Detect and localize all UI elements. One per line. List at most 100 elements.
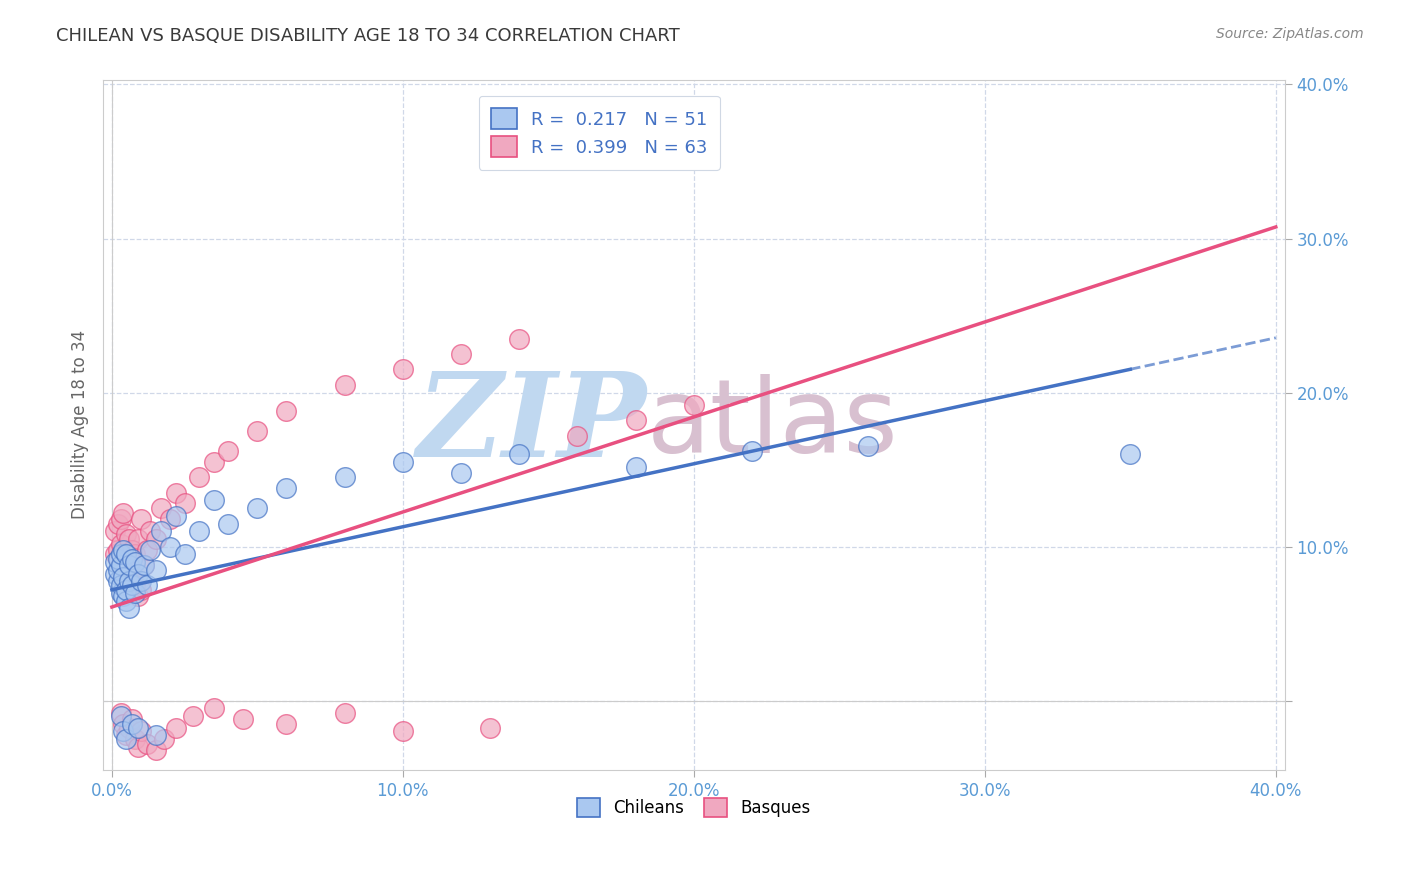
Point bbox=[118, 582, 141, 597]
Point bbox=[479, 722, 502, 736]
Point bbox=[132, 558, 155, 573]
Point bbox=[145, 532, 167, 546]
Point bbox=[110, 578, 132, 592]
Point bbox=[104, 567, 127, 582]
Point bbox=[112, 724, 135, 739]
Point bbox=[127, 589, 149, 603]
Point bbox=[159, 540, 181, 554]
Point bbox=[232, 712, 254, 726]
Point bbox=[153, 732, 176, 747]
Point bbox=[124, 547, 146, 561]
Point bbox=[118, 722, 141, 736]
Point bbox=[112, 570, 135, 584]
Point bbox=[450, 347, 472, 361]
Text: atlas: atlas bbox=[647, 375, 898, 475]
Point bbox=[150, 524, 173, 539]
Point bbox=[333, 706, 356, 720]
Point bbox=[107, 516, 129, 531]
Point bbox=[121, 542, 143, 557]
Point bbox=[121, 552, 143, 566]
Y-axis label: Disability Age 18 to 34: Disability Age 18 to 34 bbox=[72, 330, 89, 519]
Point bbox=[112, 716, 135, 731]
Point bbox=[118, 532, 141, 546]
Point bbox=[129, 582, 152, 597]
Point bbox=[121, 567, 143, 582]
Point bbox=[118, 574, 141, 588]
Point bbox=[159, 512, 181, 526]
Point bbox=[110, 558, 132, 573]
Point bbox=[115, 552, 138, 566]
Point bbox=[118, 601, 141, 615]
Point bbox=[112, 567, 135, 582]
Point bbox=[276, 716, 298, 731]
Point bbox=[150, 501, 173, 516]
Point bbox=[145, 563, 167, 577]
Point bbox=[217, 444, 239, 458]
Point bbox=[624, 459, 647, 474]
Point bbox=[1119, 447, 1142, 461]
Point bbox=[127, 532, 149, 546]
Point bbox=[115, 574, 138, 588]
Point bbox=[173, 496, 195, 510]
Point bbox=[138, 542, 160, 557]
Point bbox=[110, 558, 132, 573]
Point bbox=[118, 558, 141, 573]
Point bbox=[129, 574, 152, 588]
Point bbox=[121, 712, 143, 726]
Point bbox=[104, 547, 127, 561]
Point bbox=[112, 589, 135, 603]
Point bbox=[624, 413, 647, 427]
Point bbox=[115, 582, 138, 597]
Point bbox=[107, 542, 129, 557]
Point bbox=[107, 574, 129, 588]
Point bbox=[110, 547, 132, 561]
Point bbox=[858, 440, 880, 454]
Point bbox=[115, 527, 138, 541]
Point bbox=[333, 377, 356, 392]
Point bbox=[173, 547, 195, 561]
Point bbox=[127, 739, 149, 754]
Point bbox=[392, 724, 415, 739]
Point bbox=[217, 516, 239, 531]
Text: Source: ZipAtlas.com: Source: ZipAtlas.com bbox=[1216, 27, 1364, 41]
Point bbox=[132, 558, 155, 573]
Point bbox=[107, 563, 129, 577]
Point bbox=[135, 542, 157, 557]
Point bbox=[392, 362, 415, 376]
Point bbox=[165, 508, 187, 523]
Point bbox=[129, 512, 152, 526]
Point bbox=[110, 709, 132, 723]
Point bbox=[110, 586, 132, 600]
Point bbox=[115, 593, 138, 607]
Point bbox=[202, 701, 225, 715]
Point bbox=[138, 524, 160, 539]
Point bbox=[124, 578, 146, 592]
Point bbox=[508, 332, 530, 346]
Point bbox=[145, 728, 167, 742]
Point bbox=[508, 447, 530, 461]
Point bbox=[188, 470, 211, 484]
Point bbox=[741, 444, 763, 458]
Point bbox=[110, 706, 132, 720]
Point bbox=[165, 722, 187, 736]
Point bbox=[127, 722, 149, 736]
Point bbox=[110, 536, 132, 550]
Point bbox=[333, 470, 356, 484]
Legend: Chileans, Basques: Chileans, Basques bbox=[569, 791, 818, 824]
Point bbox=[135, 578, 157, 592]
Point bbox=[276, 404, 298, 418]
Point bbox=[124, 586, 146, 600]
Point bbox=[112, 542, 135, 557]
Point bbox=[183, 709, 205, 723]
Point bbox=[165, 485, 187, 500]
Point bbox=[104, 524, 127, 539]
Point bbox=[246, 501, 269, 516]
Point bbox=[129, 724, 152, 739]
Point bbox=[276, 481, 298, 495]
Point bbox=[104, 555, 127, 569]
Point bbox=[110, 512, 132, 526]
Point bbox=[107, 552, 129, 566]
Point bbox=[127, 567, 149, 582]
Point bbox=[682, 398, 704, 412]
Text: CHILEAN VS BASQUE DISABILITY AGE 18 TO 34 CORRELATION CHART: CHILEAN VS BASQUE DISABILITY AGE 18 TO 3… bbox=[56, 27, 681, 45]
